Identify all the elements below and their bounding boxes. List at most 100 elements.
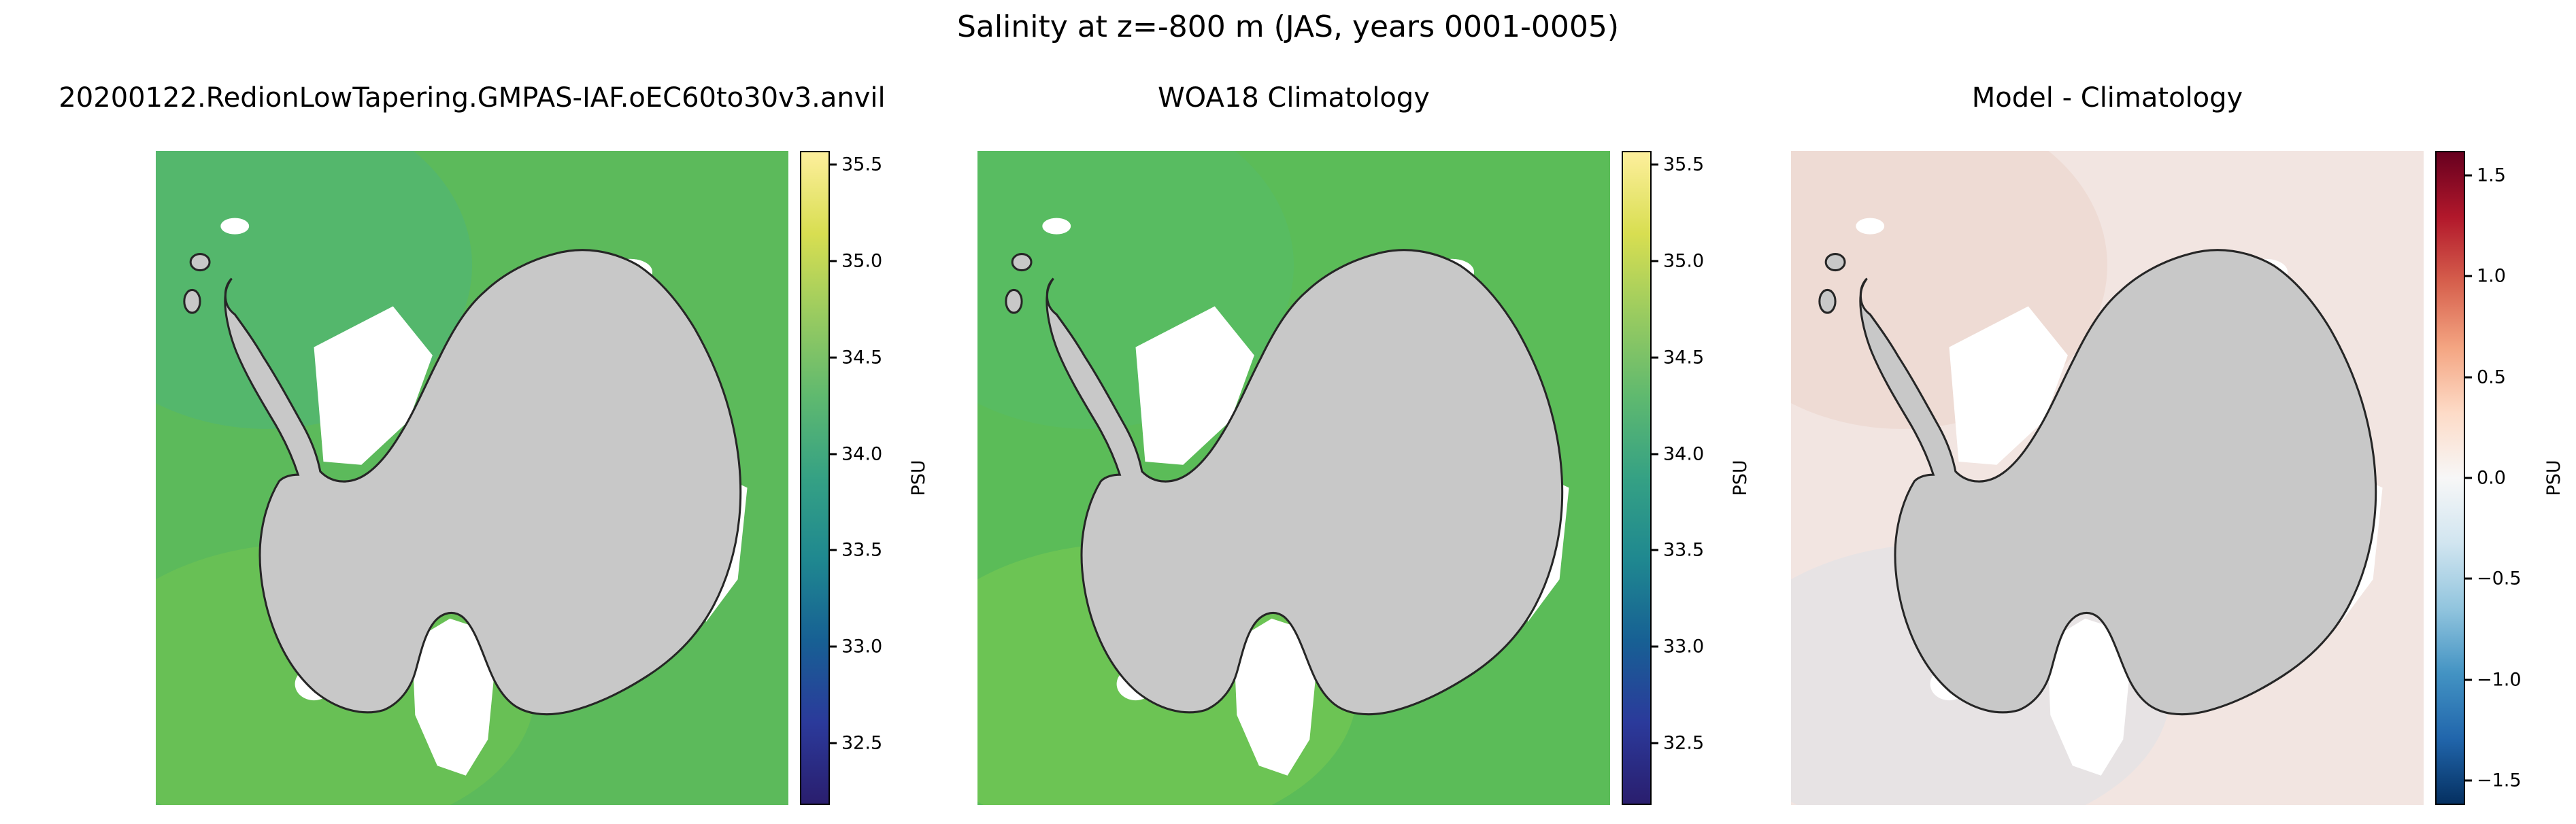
ice-shelf-weddell	[1135, 306, 1254, 465]
tick-mark	[830, 163, 837, 166]
tick-mark	[1652, 163, 1658, 166]
map-plot	[1791, 151, 2424, 805]
tick-mark	[830, 356, 837, 359]
colorbar-tick: 33.0	[1652, 638, 1704, 656]
tick-label: 35.5	[1663, 154, 1705, 175]
colorbar-tick: 32.5	[830, 734, 882, 753]
colorbar-tick: 0.0	[2465, 469, 2506, 487]
tick-mark	[1652, 356, 1658, 359]
island	[1005, 288, 1023, 314]
colorbar-tick: 1.0	[2465, 267, 2506, 286]
tick-label: 1.5	[2477, 165, 2506, 186]
tick-mark	[2465, 275, 2472, 277]
tick-label: 0.0	[2477, 467, 2506, 489]
tick-label: 35.5	[841, 154, 883, 175]
island	[183, 288, 201, 314]
colorbar-tick: 34.0	[830, 445, 882, 463]
colorbar-tick: 0.5	[2465, 368, 2506, 386]
tick-mark	[1652, 645, 1658, 648]
tick-mark	[1652, 453, 1658, 456]
tick-label: 0.5	[2477, 366, 2506, 388]
colorbar-tick: −1.0	[2465, 670, 2522, 689]
tick-label: 35.0	[841, 250, 883, 272]
ice-shelf-ross	[1233, 618, 1316, 776]
tick-label: 34.0	[1663, 443, 1705, 465]
colorbar-tick: 33.5	[830, 541, 882, 560]
no-data-patch	[1856, 218, 1885, 235]
ice-shelf-weddell	[314, 306, 433, 465]
colorbar-tick: −1.5	[2465, 772, 2522, 790]
colorbar-tick: 35.5	[1652, 155, 1704, 173]
ice-shelf-weddell	[1949, 306, 2068, 465]
panel-difference: Model - Climatology 1.5 1.0 0.5 0.0 −0.5 −1.0…	[1791, 0, 2576, 824]
island	[189, 252, 211, 272]
map-model	[156, 151, 788, 805]
colorbar-tick: 35.5	[830, 155, 882, 173]
no-data-patch	[220, 218, 250, 235]
tick-label: 32.5	[1663, 732, 1705, 754]
colorbar-ticks: 35.5 35.0 34.5 34.0 33.5 33.0 32.5	[1652, 151, 1747, 805]
tick-mark	[2465, 477, 2472, 479]
colorbar-tick: 33.0	[830, 638, 882, 656]
tick-mark	[1652, 260, 1658, 262]
tick-label: 35.0	[1663, 250, 1705, 272]
tick-mark	[830, 453, 837, 456]
tick-mark	[2465, 376, 2472, 379]
colorbar-ticks: 35.5 35.0 34.5 34.0 33.5 33.0 32.5	[830, 151, 925, 805]
panel-model: 20200122.RedionLowTapering.GMPAS-IAF.oEC…	[58, 0, 958, 824]
tick-mark	[830, 742, 837, 744]
antarctica-landmass	[1046, 249, 1564, 716]
antarctica-landmass	[1859, 249, 2377, 716]
colorbar-tick: 35.0	[830, 252, 882, 270]
colorbar-tick: 33.5	[1652, 541, 1704, 560]
tick-label: 1.0	[2477, 265, 2506, 287]
colorbar-gradient	[1622, 151, 1652, 805]
ice-shelf-ross	[412, 618, 495, 776]
tick-label: 33.0	[841, 636, 883, 657]
panel-climatology: WOA18 Climatology 35.5 35.0 34.5 34.0 33.5 33…	[977, 0, 1780, 824]
antarctica-landmass	[224, 249, 742, 716]
map-climatology	[977, 151, 1610, 805]
tick-label: 33.5	[841, 539, 883, 561]
colorbar-unit-label: PSU	[2543, 460, 2565, 496]
figure-title: Salinity at z=-800 m (JAS, years 0001-00…	[956, 10, 1620, 44]
tick-mark	[830, 645, 837, 648]
tick-mark	[1652, 742, 1658, 744]
tick-mark	[830, 549, 837, 551]
tick-mark	[830, 260, 837, 262]
tick-mark	[2465, 779, 2472, 782]
colorbar-unit-label: PSU	[908, 460, 930, 496]
colorbar-salinity: 35.5 35.0 34.5 34.0 33.5 33.0 32.5 PSU	[1622, 151, 1751, 805]
tick-mark	[2465, 174, 2472, 177]
tick-mark	[1652, 549, 1658, 551]
colorbar-difference: 1.5 1.0 0.5 0.0 −0.5 −1.0 −1.5 PSU	[2435, 151, 2564, 805]
colorbar-tick: 32.5	[1652, 734, 1704, 753]
tick-label: −1.5	[2477, 770, 2522, 791]
colorbar-tick: 35.0	[1652, 252, 1704, 270]
colorbar-tick: 34.5	[830, 348, 882, 366]
panel-title-text: WOA18 Climatology	[1158, 82, 1430, 114]
island	[1818, 288, 1837, 314]
colorbar-tick: −0.5	[2465, 570, 2522, 588]
colorbar-tick: 34.0	[1652, 445, 1704, 463]
tick-label: −0.5	[2477, 568, 2522, 589]
tick-label: 33.0	[1663, 636, 1705, 657]
tick-mark	[2465, 679, 2472, 681]
colorbar-unit-label: PSU	[1730, 460, 1752, 496]
tick-label: 34.5	[1663, 347, 1705, 368]
tick-label: 33.5	[1663, 539, 1705, 561]
tick-label: 34.5	[841, 347, 883, 368]
panel-title-text: Model - Climatology	[1971, 82, 2243, 114]
tick-label: 34.0	[841, 443, 883, 465]
tick-label: 32.5	[841, 732, 883, 754]
panel-title-difference: Model - Climatology	[1791, 82, 2424, 114]
no-data-patch	[1042, 218, 1071, 235]
tick-mark	[2465, 577, 2472, 580]
panel-title-model: 20200122.RedionLowTapering.GMPAS-IAF.oEC…	[58, 82, 885, 114]
colorbar-gradient	[800, 151, 830, 805]
colorbar-ticks: 1.5 1.0 0.5 0.0 −0.5 −1.0 −1.5	[2465, 151, 2560, 805]
colorbar-tick: 34.5	[1652, 348, 1704, 366]
map-difference	[1791, 151, 2424, 805]
panel-title-text: 20200122.RedionLowTapering.GMPAS-IAF.oEC…	[58, 82, 886, 114]
tick-label: −1.0	[2477, 669, 2522, 691]
